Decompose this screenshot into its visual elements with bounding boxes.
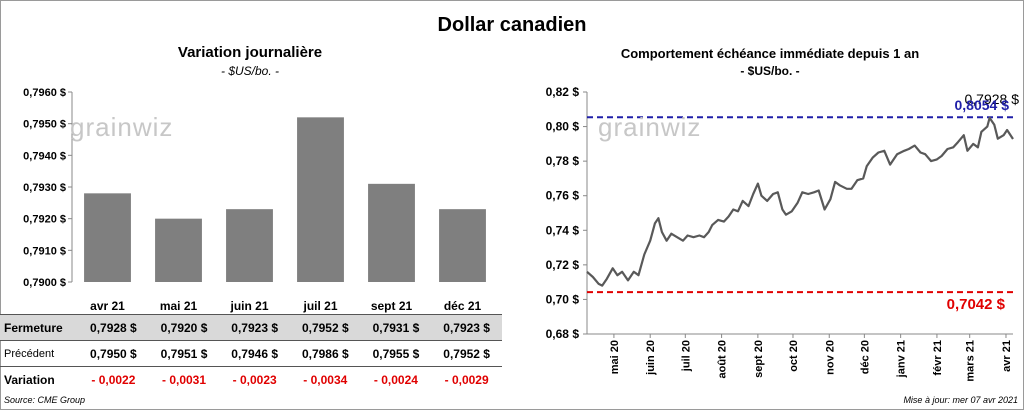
row-label-previous: Précédent (4, 347, 55, 360)
close-cell: 0,7923 $ (431, 314, 502, 341)
daily-variation-bar-chart: 0,7900 $ 0,7910 $ 0,7920 $ 0,7930 $ 0,7940 $… (23, 87, 486, 313)
bar (368, 183, 415, 282)
variation-cell: - 0,0031 (148, 366, 220, 393)
y-tick-label: 0,7940 $ (23, 150, 66, 162)
x-tick-label: mai 20 (609, 340, 621, 374)
close-cell: 0,7923 $ (219, 314, 290, 341)
main-title: Dollar canadien (437, 14, 587, 36)
bar (297, 117, 344, 282)
x-tick-label: déc 21 (444, 299, 482, 313)
previous-cell: 0,7951 $ (160, 346, 208, 361)
high-value-label: 0,8054 $ (955, 97, 1010, 113)
x-tick-label: mai 21 (160, 299, 198, 313)
x-tick-label: déc 20 (859, 340, 871, 374)
previous-cell: 0,7955 $ (372, 346, 420, 361)
y-tick-label: 0,68 $ (546, 327, 580, 341)
update-note: Mise à jour: mer 07 avr 2021 (903, 395, 1018, 405)
x-tick-label: juil 20 (680, 340, 692, 372)
bar (226, 209, 273, 282)
x-tick-label: nov 20 (824, 340, 836, 375)
x-tick-label: juin 20 (645, 340, 657, 376)
x-tick-label: mars 21 (965, 340, 977, 382)
x-tick-label: févr 21 (932, 340, 944, 375)
row-label-variation: Variation (0, 366, 79, 393)
close-cell: 0,7931 $ (360, 314, 432, 341)
bar (439, 209, 486, 282)
grainwiz-watermark-left: grainwiz (70, 112, 174, 142)
y-tick-label: 0,70 $ (546, 292, 580, 306)
previous-cell: 0,7950 $ (90, 346, 137, 361)
x-tick-label: oct 20 (788, 340, 800, 372)
contract-table: Fermeture 0,7928 $ 0,7920 $ 0,7923 $ 0,7… (0, 314, 502, 393)
x-tick-label: juin 21 (229, 299, 268, 313)
previous-cell: 0,7986 $ (301, 346, 349, 361)
y-tick-label: 0,78 $ (546, 154, 580, 168)
low-value-label: 0,7042 $ (947, 296, 1006, 313)
y-tick-label: 0,76 $ (546, 189, 580, 203)
y-tick-label: 0,7920 $ (23, 214, 66, 226)
y-tick-label: 0,7960 $ (23, 87, 66, 99)
variation-cell: - 0,0024 (360, 366, 432, 393)
previous-cell: 0,7952 $ (443, 346, 490, 361)
previous-cell: 0,7946 $ (231, 346, 279, 361)
source-note: Source: CME Group (4, 395, 86, 405)
y-tick-label: 0,7930 $ (23, 182, 66, 194)
row-label-close: Fermeture (0, 314, 79, 341)
x-tick-label: juil 21 (302, 299, 337, 313)
close-cell: 0,7920 $ (148, 314, 220, 341)
bar (155, 218, 202, 282)
y-tick-label: 0,82 $ (546, 85, 580, 99)
price-series-line (586, 116, 1014, 287)
close-cell: 0,7928 $ (78, 314, 149, 341)
x-tick-label: sept 20 (753, 340, 765, 378)
left-chart-subtitle: - $US/bo. - (220, 64, 280, 78)
left-chart-title: Variation journalière (177, 44, 323, 61)
table-row-variation: Variation - 0,0022 - 0,0031 - 0,0023 - 0… (0, 366, 502, 393)
x-tick-label: janv 21 (896, 340, 908, 378)
y-tick-label: 0,7900 $ (23, 277, 66, 289)
last-value-label: 0,7928 $ (965, 91, 1020, 107)
variation-cell: - 0,0022 (78, 366, 149, 393)
close-cell: 0,7952 $ (289, 314, 361, 341)
x-tick-label: août 20 (717, 340, 729, 379)
x-tick-label: avr 21 (90, 299, 125, 313)
variation-cell: - 0,0034 (289, 366, 361, 393)
x-tick-label: sept 21 (371, 299, 413, 313)
y-tick-label: 0,72 $ (546, 258, 580, 272)
grainwiz-watermark-right: grainwiz (598, 112, 702, 142)
right-chart-subtitle: - $US/bo. - (740, 64, 800, 78)
table-row-previous: Précédent 0,7950 $ 0,7951 $ 0,7946 $ 0,7… (0, 341, 502, 367)
y-tick-label: 0,7910 $ (23, 245, 66, 257)
table-row-close: Fermeture 0,7928 $ 0,7920 $ 0,7923 $ 0,7… (0, 314, 502, 341)
variation-cell: - 0,0023 (219, 366, 290, 393)
right-chart-title: Comportement échéance immédiate depuis 1… (620, 46, 920, 61)
y-tick-label: 0,7950 $ (23, 119, 66, 131)
one-year-line-chart: 0,68 $ 0,70 $ 0,72 $ 0,74 $ 0,76 $ 0,78 $ 0,80… (546, 85, 1020, 382)
y-tick-label: 0,80 $ (546, 120, 580, 134)
bar (84, 193, 131, 282)
variation-cell: - 0,0029 (431, 366, 502, 393)
x-tick-label: avr 21 (1001, 340, 1013, 372)
y-tick-label: 0,74 $ (546, 223, 580, 237)
